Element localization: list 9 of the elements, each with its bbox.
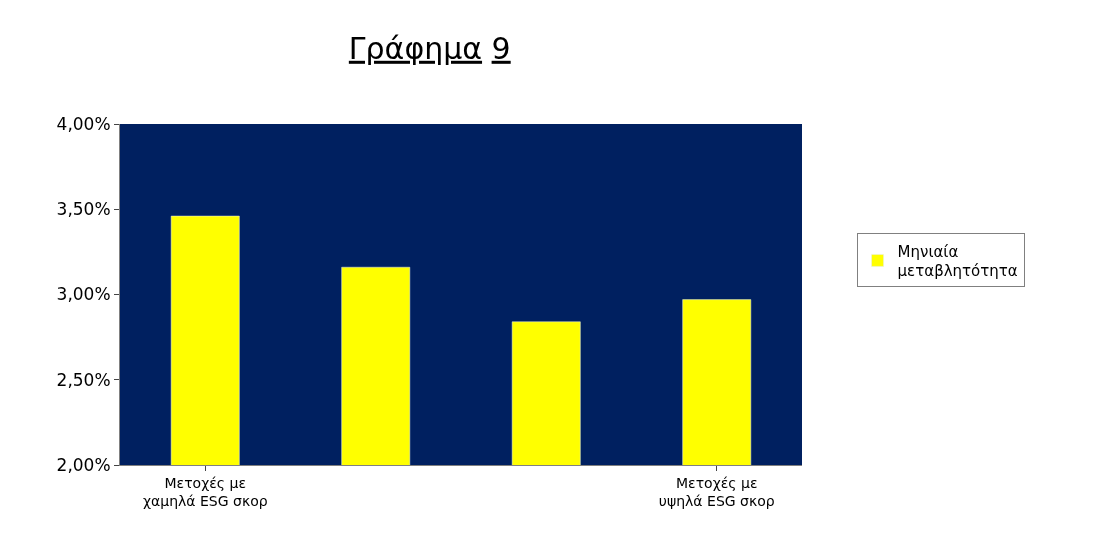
x-tick-label: Μετοχές με υψηλά ESG σκορ [658, 474, 775, 509]
chart-title: Γράφημα 9 [348, 30, 511, 66]
y-tick-label: 3,00% [56, 284, 111, 305]
x-tick-label: Μετοχές με χαμηλά ESG σκορ [142, 474, 268, 509]
y-tick-label: 4,00% [56, 113, 111, 134]
legend-label: Μηνιαία μεταβλητότητα [897, 242, 1018, 280]
y-tick-label: 2,00% [56, 454, 111, 475]
y-tick-label: 3,50% [56, 199, 111, 220]
y-tick-label: 2,50% [56, 369, 111, 390]
